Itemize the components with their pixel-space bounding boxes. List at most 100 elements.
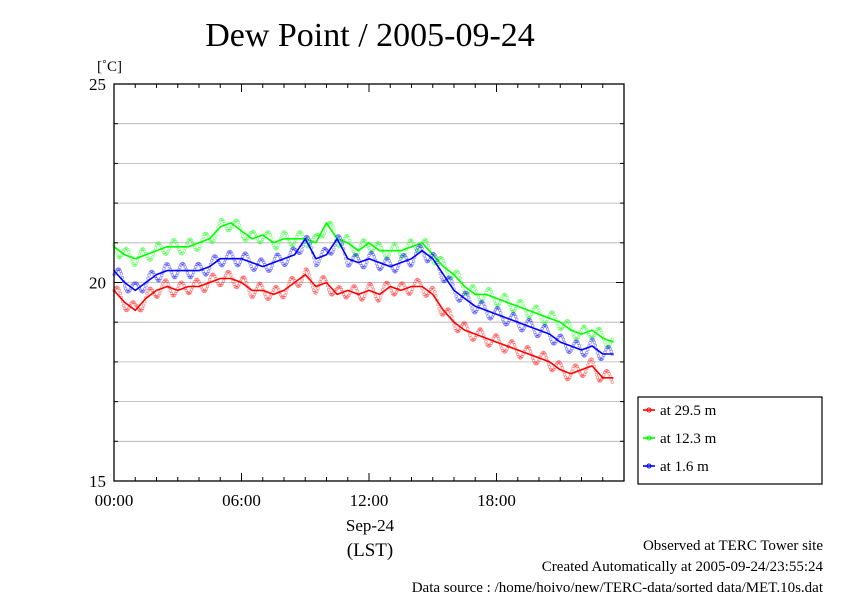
data-point (305, 268, 310, 272)
data-point (198, 263, 202, 267)
data-point (547, 313, 552, 317)
data-point (466, 291, 470, 295)
data-point (340, 241, 345, 246)
data-point (321, 274, 325, 279)
data-point (132, 300, 136, 305)
data-point (241, 237, 246, 241)
data-point (270, 263, 274, 268)
data-point (551, 368, 555, 373)
data-point (606, 370, 610, 374)
data-point (379, 243, 383, 248)
data-point (290, 276, 295, 280)
data-point (496, 306, 501, 310)
data-point (390, 266, 395, 271)
data-point (114, 285, 118, 290)
data-point (567, 350, 571, 355)
data-point (356, 251, 361, 255)
data-point (178, 250, 182, 254)
data-point (274, 252, 279, 257)
data-point (405, 244, 409, 248)
data-point (145, 292, 149, 296)
x-tick-label: 18:00 (477, 491, 516, 510)
data-point (381, 264, 385, 268)
data-point (374, 297, 379, 301)
data-point (504, 349, 508, 353)
data-point (421, 239, 425, 243)
data-point (479, 300, 484, 304)
data-point (383, 282, 387, 286)
data-point (346, 295, 350, 299)
data-point (379, 295, 383, 299)
data-point (537, 308, 541, 312)
data-point (155, 278, 160, 282)
data-point (319, 277, 323, 281)
data-point (413, 281, 417, 286)
data-point (162, 251, 166, 255)
data-point (593, 343, 597, 348)
series-group (112, 267, 614, 384)
data-point (345, 296, 349, 300)
data-point (373, 294, 378, 298)
data-point (404, 256, 408, 260)
data-point (552, 312, 556, 316)
data-point (573, 363, 577, 367)
data-point (260, 257, 264, 261)
data-point (172, 293, 177, 297)
data-point (213, 236, 217, 241)
data-point (457, 273, 461, 277)
data-point (450, 279, 454, 283)
data-point (417, 244, 421, 248)
data-point (457, 328, 461, 332)
data-point (392, 270, 397, 274)
data-point (511, 311, 516, 316)
data-point (448, 276, 452, 281)
data-point (494, 333, 499, 337)
data-point (393, 242, 398, 246)
data-point (345, 261, 349, 265)
data-point (447, 275, 451, 279)
data-point (272, 257, 277, 261)
data-point (494, 306, 499, 310)
data-point (342, 294, 347, 299)
legend-box (637, 396, 823, 485)
data-point (368, 248, 372, 252)
data-point (456, 270, 460, 275)
data-point (210, 273, 214, 277)
data-point (214, 233, 218, 237)
data-point (255, 284, 260, 288)
data-point (179, 251, 183, 256)
data-point (543, 323, 548, 328)
data-point (209, 275, 213, 279)
data-point (521, 352, 525, 357)
data-point (521, 328, 525, 332)
data-point (518, 327, 522, 331)
data-point (308, 242, 313, 246)
data-point (282, 230, 286, 234)
data-point (482, 333, 486, 337)
data-point (481, 330, 485, 334)
data-point (266, 269, 270, 273)
data-point (221, 279, 226, 283)
data-point (607, 372, 611, 376)
data-point (473, 311, 477, 315)
data-point (364, 263, 368, 267)
data-point (396, 266, 400, 270)
data-point (572, 334, 576, 339)
series-line (113, 273, 614, 379)
y-tick-label: 20 (89, 274, 106, 293)
data-point (169, 270, 174, 275)
data-point (203, 273, 208, 277)
data-point (274, 284, 279, 289)
data-point (488, 287, 492, 291)
data-point (503, 350, 507, 354)
data-point (462, 291, 467, 295)
data-point (235, 218, 239, 223)
data-point (221, 262, 226, 267)
data-point (311, 285, 315, 289)
data-point (241, 252, 246, 257)
data-point (594, 373, 599, 377)
data-point (459, 297, 464, 301)
data-point (458, 276, 463, 280)
data-point (465, 324, 469, 328)
data-point (227, 269, 231, 274)
